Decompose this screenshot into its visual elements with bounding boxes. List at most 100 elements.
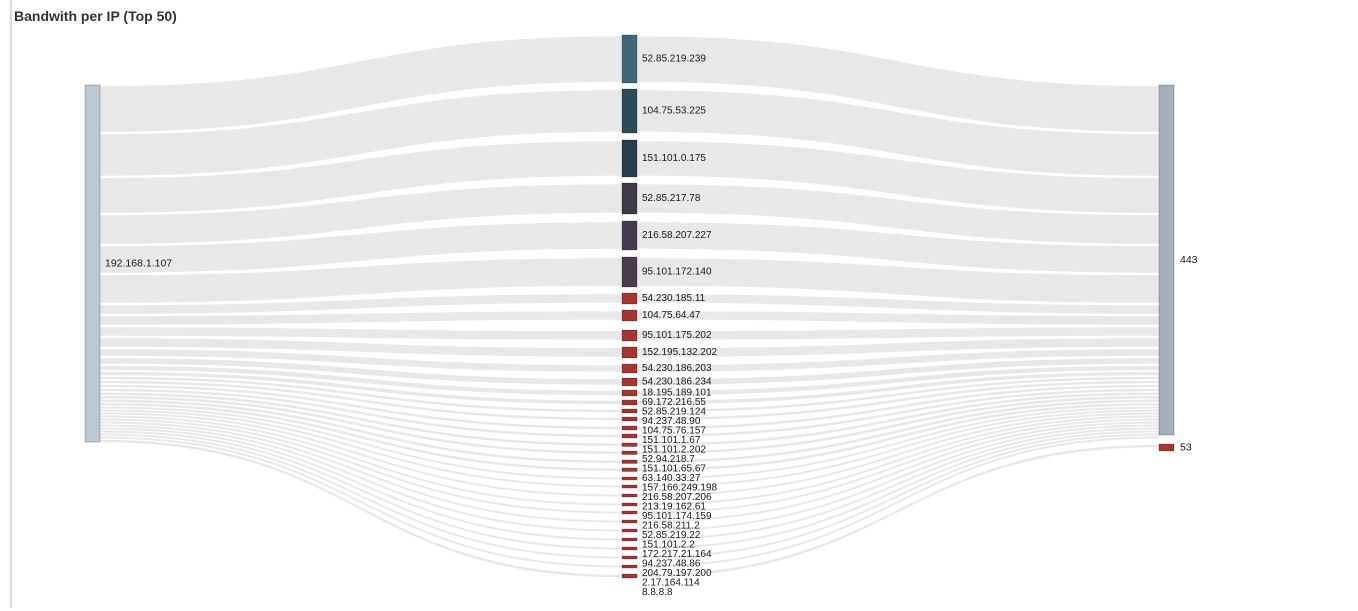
flow-192-168-1-107-to-52-85-219-124[interactable] (100, 376, 622, 413)
flow-192-168-1-107-to-104-75-64-47[interactable] (100, 311, 622, 325)
flow-192-168-1-107-to-94-237-48-90[interactable] (100, 380, 622, 421)
sankey-node-204-79-197-200[interactable] (621, 555, 638, 560)
flow-192-168-1-107-to-52-85-219-22[interactable] (100, 421, 622, 523)
flow-52-85-219-22-to-443[interactable] (637, 421, 1159, 523)
sankey-node-152-195-132-202[interactable] (621, 346, 638, 359)
sankey-node-95-101-172-140[interactable] (621, 256, 638, 288)
flow-192-168-1-107-to-95-101-172-140[interactable] (100, 258, 622, 303)
flow-204-79-197-200-to-443[interactable] (637, 433, 1159, 559)
flow-52-85-217-78-to-443[interactable] (637, 184, 1159, 244)
flow-104-75-64-47-to-443[interactable] (637, 311, 1159, 325)
flow-157-166-249-198-to-443[interactable] (637, 406, 1159, 480)
flow-192-168-1-107-to-95-101-175-202[interactable] (100, 327, 622, 340)
flow-216-58-211-2-to-443[interactable] (637, 418, 1159, 514)
flow-69-172-216-55-to-443[interactable] (637, 371, 1159, 405)
sankey-node-213-19-162-61[interactable] (621, 493, 638, 498)
flow-172-217-21-164-to-443[interactable] (637, 427, 1159, 541)
flow-192-168-1-107-to-52-85-219-239[interactable] (100, 36, 622, 132)
flow-54-230-185-11-to-443[interactable] (637, 294, 1159, 314)
flow-104-75-76-157-to-443[interactable] (637, 384, 1159, 430)
sankey-node-18-195-189-101[interactable] (621, 389, 638, 397)
flow-104-75-53-225-to-443[interactable] (637, 90, 1159, 176)
flow-192-168-1-107-to-2-17-164-114[interactable] (100, 436, 622, 568)
flow-95-101-172-140-to-443[interactable] (637, 258, 1159, 303)
sankey-node-54-230-185-11[interactable] (621, 292, 638, 305)
sankey-node-104-75-64-47[interactable] (621, 309, 638, 322)
flow-54-230-186-203-to-443[interactable] (637, 349, 1159, 372)
flow-192-168-1-107-to-18-195-189-101[interactable] (100, 365, 622, 396)
flow-192-168-1-107-to-8-8-8-8[interactable] (100, 439, 622, 578)
flow-192-168-1-107-to-151-101-0-175[interactable] (100, 141, 622, 213)
flow-192-168-1-107-to-52-94-218-7[interactable] (100, 396, 622, 454)
sankey-node-172-217-21-164[interactable] (621, 537, 638, 542)
sankey-node-216-58-207-206[interactable] (621, 484, 638, 489)
flow-192-168-1-107-to-52-85-217-78[interactable] (100, 184, 622, 244)
flow-192-168-1-107-to-95-101-174-159[interactable] (100, 415, 622, 506)
flow-152-195-132-202-to-443[interactable] (637, 338, 1159, 357)
flow-8-8-8-8-to-53[interactable] (637, 444, 1159, 578)
flow-192-168-1-107-to-151-101-1-67[interactable] (100, 388, 622, 438)
sankey-node-94-237-48-90[interactable] (621, 416, 638, 422)
flow-95-101-175-202-to-443[interactable] (637, 327, 1159, 340)
flow-52-85-219-124-to-443[interactable] (637, 376, 1159, 413)
flow-151-101-1-67-to-443[interactable] (637, 388, 1159, 438)
flow-192-168-1-107-to-151-101-2-202[interactable] (100, 392, 622, 447)
sankey-node-54-230-186-234[interactable] (621, 377, 638, 387)
flow-216-58-207-206-to-443[interactable] (637, 409, 1159, 488)
flow-151-101-0-175-to-443[interactable] (637, 141, 1159, 213)
flow-192-168-1-107-to-216-58-207-227[interactable] (100, 222, 622, 273)
sankey-node-192-168-1-107[interactable] (84, 84, 101, 443)
sankey-node-94-237-48-86[interactable] (621, 546, 638, 551)
sankey-node-2-17-164-114[interactable] (621, 564, 638, 569)
sankey-node-95-101-175-202[interactable] (621, 329, 638, 342)
flow-192-168-1-107-to-54-230-186-203[interactable] (100, 349, 622, 372)
sankey-node-52-85-219-22[interactable] (621, 519, 638, 524)
sankey-node-216-58-207-227[interactable] (621, 220, 638, 251)
flow-95-101-174-159-to-443[interactable] (637, 415, 1159, 506)
sankey-node-151-101-2-202[interactable] (621, 442, 638, 447)
flow-192-168-1-107-to-54-230-185-11[interactable] (100, 294, 622, 314)
flow-151-101-65-67-to-443[interactable] (637, 399, 1159, 464)
flow-216-58-207-227-to-443[interactable] (637, 222, 1159, 273)
sankey-node-151-101-2-2[interactable] (621, 528, 638, 533)
sankey-node-104-75-76-157[interactable] (621, 425, 638, 431)
sankey-node-151-101-65-67[interactable] (621, 459, 638, 464)
sankey-node-52-85-219-124[interactable] (621, 408, 638, 414)
flow-213-19-162-61-to-443[interactable] (637, 412, 1159, 497)
flow-151-101-2-2-to-443[interactable] (637, 424, 1159, 532)
sankey-node-216-58-211-2[interactable] (621, 510, 638, 515)
flow-52-94-218-7-to-443[interactable] (637, 396, 1159, 454)
flow-54-230-186-234-to-443[interactable] (637, 358, 1159, 385)
flow-192-168-1-107-to-157-166-249-198[interactable] (100, 406, 622, 480)
sankey-node-95-101-174-159[interactable] (621, 502, 638, 507)
flow-94-237-48-86-to-443[interactable] (637, 430, 1159, 550)
flow-192-168-1-107-to-54-230-186-234[interactable] (100, 358, 622, 385)
sankey-node-63-140-33-27[interactable] (621, 467, 638, 472)
flow-192-168-1-107-to-94-237-48-86[interactable] (100, 430, 622, 550)
sankey-node-443[interactable] (1158, 84, 1175, 436)
sankey-node-151-101-1-67[interactable] (621, 433, 638, 439)
flow-192-168-1-107-to-216-58-207-206[interactable] (100, 409, 622, 488)
flow-52-85-219-239-to-443[interactable] (637, 36, 1159, 132)
flow-192-168-1-107-to-216-58-211-2[interactable] (100, 418, 622, 514)
flow-192-168-1-107-to-104-75-53-225[interactable] (100, 90, 622, 176)
flow-18-195-189-101-to-443[interactable] (637, 365, 1159, 396)
flow-192-168-1-107-to-63-140-33-27[interactable] (100, 403, 622, 471)
flow-192-168-1-107-to-104-75-76-157[interactable] (100, 384, 622, 430)
flow-192-168-1-107-to-204-79-197-200[interactable] (100, 433, 622, 559)
flow-2-17-164-114-to-443[interactable] (637, 436, 1159, 568)
sankey-node-157-166-249-198[interactable] (621, 476, 638, 481)
flow-192-168-1-107-to-213-19-162-61[interactable] (100, 412, 622, 497)
flow-192-168-1-107-to-172-217-21-164[interactable] (100, 427, 622, 541)
sankey-node-151-101-0-175[interactable] (621, 139, 638, 178)
flow-151-101-2-202-to-443[interactable] (637, 392, 1159, 447)
flow-192-168-1-107-to-69-172-216-55[interactable] (100, 371, 622, 405)
sankey-node-54-230-186-203[interactable] (621, 363, 638, 374)
sankey-node-53[interactable] (1158, 443, 1175, 452)
sankey-node-52-85-219-239[interactable] (621, 34, 638, 84)
sankey-node-69-172-216-55[interactable] (621, 399, 638, 406)
flow-192-168-1-107-to-152-195-132-202[interactable] (100, 338, 622, 357)
sankey-node-8-8-8-8[interactable] (621, 573, 638, 579)
flow-94-237-48-90-to-443[interactable] (637, 380, 1159, 421)
flow-192-168-1-107-to-151-101-65-67[interactable] (100, 399, 622, 464)
